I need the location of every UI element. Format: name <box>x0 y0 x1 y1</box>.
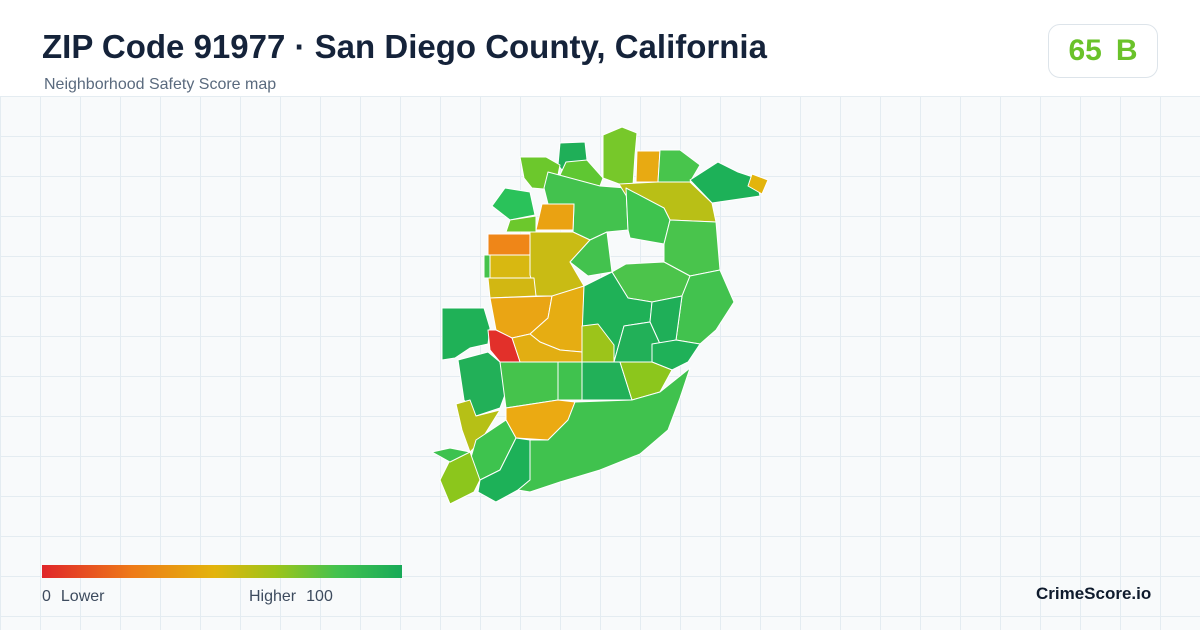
legend-min-text: Lower <box>60 588 105 605</box>
map-region[interactable] <box>569 231 613 277</box>
map-region[interactable] <box>635 150 661 183</box>
map-region[interactable] <box>602 126 638 186</box>
map-region[interactable] <box>441 307 491 361</box>
map-region[interactable] <box>483 254 491 279</box>
map-region[interactable] <box>747 173 769 195</box>
page-subtitle: Neighborhood Safety Score map <box>44 76 277 93</box>
brand-name[interactable]: CrimeScore.io <box>1036 584 1152 603</box>
map-region[interactable] <box>491 187 536 221</box>
map-region[interactable] <box>619 361 673 401</box>
score-grade: B <box>1115 34 1138 67</box>
score-badge: 65 B <box>1048 24 1158 78</box>
map-region[interactable] <box>487 233 533 256</box>
map-region[interactable] <box>535 203 575 231</box>
legend-high-label: Higher 100 <box>249 588 333 606</box>
map-region[interactable] <box>657 149 701 183</box>
map-region[interactable] <box>487 277 537 299</box>
legend-min-value: 0 <box>42 588 51 605</box>
map-region[interactable] <box>557 361 583 401</box>
map-region[interactable] <box>431 447 471 463</box>
legend-low-label: 0 Lower <box>42 588 104 606</box>
legend-gradient-bar <box>42 565 402 578</box>
legend-max-text: Higher <box>249 588 297 605</box>
page-title: ZIP Code 91977 · San Diego County, Calif… <box>42 28 767 65</box>
map-region[interactable] <box>487 254 535 279</box>
score-value: 65 <box>1068 34 1102 67</box>
legend-max-value: 100 <box>306 588 333 605</box>
header <box>0 0 1200 96</box>
map-region[interactable] <box>455 399 501 453</box>
map-region[interactable] <box>517 367 691 493</box>
